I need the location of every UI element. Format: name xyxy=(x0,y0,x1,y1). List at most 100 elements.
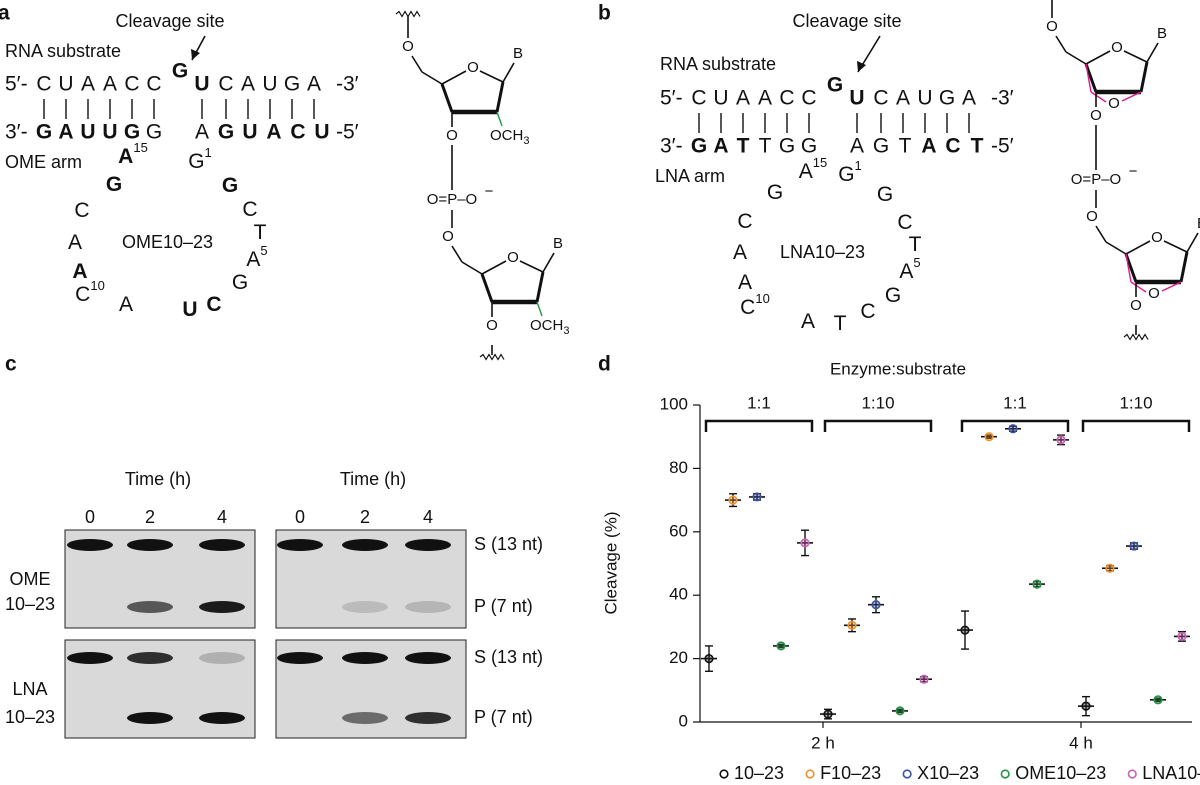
ring-o: O xyxy=(507,249,519,266)
loop-base: G xyxy=(877,183,893,206)
loop-base: T xyxy=(834,312,847,335)
loop-base: A15 xyxy=(118,140,148,167)
enzyme-label: 10–23 xyxy=(5,594,55,614)
loop-base: C xyxy=(74,199,89,222)
enzyme-base: A xyxy=(195,121,209,144)
bond xyxy=(451,245,463,263)
bond xyxy=(440,83,454,113)
loop-base-letter: C xyxy=(75,283,90,306)
loop-base-letter: G xyxy=(188,150,204,173)
squiggle xyxy=(395,10,421,18)
band-label: S (13 nt) xyxy=(474,534,543,554)
base: B xyxy=(1197,215,1200,232)
loop-number: 15 xyxy=(133,140,147,155)
charge: − xyxy=(1129,163,1138,180)
base: B xyxy=(553,235,563,252)
loop-base-letter: A xyxy=(899,260,913,283)
bond xyxy=(479,70,504,83)
x-tick-label: 4 h xyxy=(1069,733,1093,752)
gel-band xyxy=(127,712,173,724)
loop-base: A xyxy=(738,271,752,294)
loop-base-letter: A xyxy=(799,160,813,183)
enzyme-base: A xyxy=(266,121,281,144)
bridge-o: O xyxy=(1148,285,1160,302)
substrate-base: C xyxy=(801,87,816,110)
data-point xyxy=(728,495,738,505)
legend-marker xyxy=(719,769,729,779)
atom-o: O xyxy=(1130,297,1142,314)
substrate-base: C xyxy=(873,87,888,110)
methoxy: OCH3 xyxy=(530,317,569,337)
legend-label: X10–23 xyxy=(917,763,979,783)
lane-label: 2 xyxy=(145,507,155,527)
bond xyxy=(1095,225,1107,243)
legend-marker xyxy=(1000,769,1010,779)
loop-base: C10 xyxy=(75,278,105,305)
enzyme-name: LNA10–23 xyxy=(780,242,865,262)
enzyme-base: A xyxy=(58,121,73,144)
substrate-base: C xyxy=(691,87,706,110)
loop-base-letter: G xyxy=(838,163,854,186)
substrate-base: G xyxy=(284,73,300,96)
lane-label: 4 xyxy=(423,507,433,527)
enzyme-base: G xyxy=(801,135,817,158)
substrate-base: U xyxy=(917,87,932,110)
enzyme-label: LNA xyxy=(12,679,47,699)
panel-label: c xyxy=(5,353,17,376)
legend-marker xyxy=(805,769,815,779)
enzyme-base: G xyxy=(124,121,140,144)
methoxy-text: OCH xyxy=(490,127,523,144)
bond xyxy=(1163,240,1188,253)
loop-base: C xyxy=(206,293,221,316)
data-point xyxy=(919,674,929,684)
substrate-base: G xyxy=(939,87,955,110)
enzyme-5-end: -5′ xyxy=(991,135,1014,158)
enzyme-base: G xyxy=(36,121,52,144)
bond xyxy=(1179,251,1189,283)
enzyme-5-end: -5′ xyxy=(336,121,359,144)
base: B xyxy=(513,45,523,62)
bond xyxy=(1139,61,1149,93)
bond xyxy=(481,260,507,275)
bond xyxy=(1146,42,1159,63)
loop-base-letter: A xyxy=(68,231,82,254)
data-point xyxy=(1008,424,1018,434)
substrate-base: C xyxy=(218,73,233,96)
panel-label: d xyxy=(598,353,611,376)
gel-band xyxy=(405,652,451,664)
loop-base: A xyxy=(72,260,87,283)
substrate-base: A xyxy=(962,87,976,110)
bond xyxy=(1123,50,1148,63)
loop-base-letter: A xyxy=(801,310,815,333)
loop-base: T xyxy=(909,233,922,256)
band-label: P (7 nt) xyxy=(474,707,533,727)
loop-number: 15 xyxy=(813,155,827,170)
cleavage-site: Cleavage site xyxy=(115,11,224,31)
loop-base-letter: G xyxy=(767,181,783,204)
gel-band xyxy=(127,539,173,551)
enzyme-base: U xyxy=(242,121,257,144)
ring-o: O xyxy=(1151,229,1163,246)
data-point xyxy=(895,706,905,716)
bracket-label: 1:10 xyxy=(1119,393,1152,412)
time-title: Time (h) xyxy=(125,469,191,489)
data-point xyxy=(1032,579,1042,589)
data-point xyxy=(823,709,833,719)
enzyme-base: G xyxy=(218,121,234,144)
bond xyxy=(1085,63,1092,93)
substrate-name: RNA substrate xyxy=(660,54,776,74)
bracket xyxy=(960,419,1070,432)
methoxy-subscript: 3 xyxy=(523,135,529,147)
gel-band xyxy=(127,652,173,664)
x-tick-label: 2 h xyxy=(811,733,835,752)
band-label: S (13 nt) xyxy=(474,647,543,667)
methoxy-subscript: 3 xyxy=(563,325,569,337)
gel-band xyxy=(199,712,245,724)
lane-label: 2 xyxy=(360,507,370,527)
substrate-base: A xyxy=(307,73,321,96)
substrate-base: A xyxy=(896,87,910,110)
loop-base-letter: C xyxy=(737,210,752,233)
loop-base-letter: G xyxy=(232,271,248,294)
atom-o: O xyxy=(402,38,414,55)
